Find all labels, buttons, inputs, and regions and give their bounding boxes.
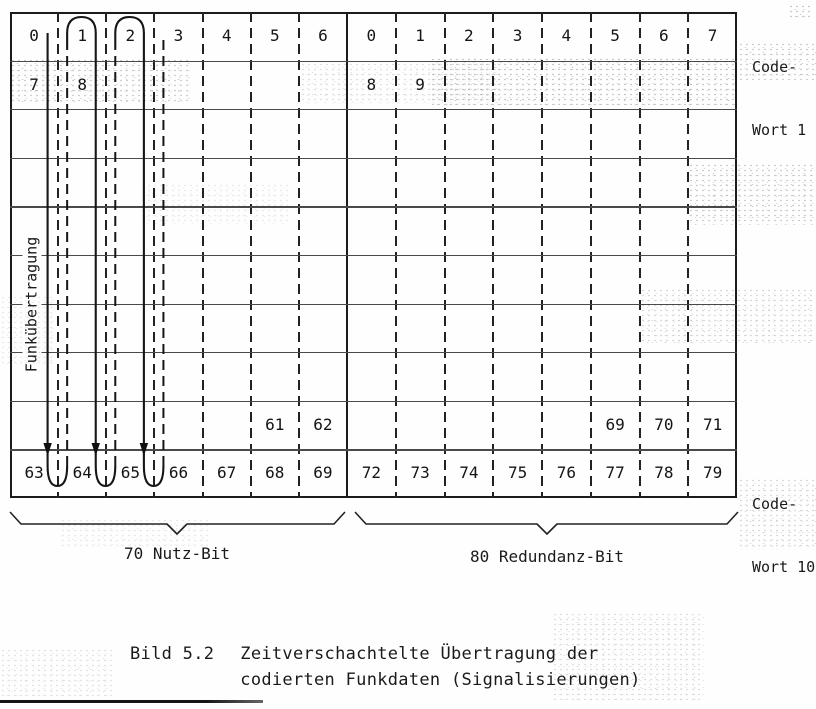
row-line bbox=[10, 400, 737, 403]
flow-down-stroke bbox=[94, 33, 117, 488]
transmission-direction-label: Funkübertragung bbox=[22, 229, 42, 380]
bit-cell: 77 bbox=[605, 463, 625, 483]
nutz-bit-label: 70 Nutz-Bit bbox=[124, 544, 230, 563]
bit-cell: 8 bbox=[366, 74, 377, 94]
bit-cell: 65 bbox=[120, 463, 140, 483]
flow-down-stroke bbox=[46, 33, 69, 488]
figure-caption-line1: Zeitverschachtelte Übertragung der bbox=[240, 644, 599, 664]
bit-cell: 1 bbox=[77, 26, 88, 45]
bit-cell: 2 bbox=[464, 26, 474, 45]
bit-cell: 75 bbox=[507, 463, 528, 483]
row-line bbox=[10, 109, 737, 111]
code-word-1-label: Code- Wort 1 bbox=[752, 15, 806, 183]
row-line bbox=[10, 303, 737, 305]
bit-cell: 68 bbox=[265, 463, 285, 483]
bit-cell: 3 bbox=[512, 26, 523, 45]
bit-cell: 7 bbox=[707, 26, 718, 45]
figure-caption-line2: codierten Funkdaten (Signalisierungen) bbox=[240, 670, 641, 690]
bit-cell: 5 bbox=[610, 26, 620, 45]
bit-cell: 69 bbox=[605, 414, 625, 434]
bit-cell: 7 bbox=[29, 74, 39, 94]
bit-cell: 6 bbox=[318, 26, 328, 45]
bit-cell: 76 bbox=[556, 463, 576, 483]
code-word-10-line1: Code- bbox=[752, 495, 798, 513]
flow-arrowhead bbox=[91, 443, 100, 456]
row-line bbox=[10, 206, 737, 208]
row-line bbox=[10, 255, 737, 257]
figure-caption: Bild 5.2 Zeitverschachtelte Übertragung … bbox=[130, 641, 641, 693]
bit-cell: 6 bbox=[659, 26, 669, 45]
code-word-1-line2: Wort 1 bbox=[752, 121, 807, 139]
row-line bbox=[10, 352, 737, 354]
bit-cell: 61 bbox=[265, 414, 285, 434]
bit-cell: 70 bbox=[654, 414, 674, 434]
bit-cell: 0 bbox=[29, 26, 39, 45]
bit-cell: 62 bbox=[313, 414, 333, 434]
row-line bbox=[10, 60, 737, 62]
bit-cell: 72 bbox=[361, 463, 381, 483]
figure-caption-text: Zeitverschachtelte Übertragung der codie… bbox=[240, 641, 640, 693]
left-underbrace bbox=[9, 511, 346, 535]
redundanz-bit-label: 80 Redundanz-Bit bbox=[469, 547, 625, 566]
bit-cell: 73 bbox=[410, 463, 430, 483]
bit-cell: 71 bbox=[702, 414, 723, 434]
page-bottom-rule bbox=[0, 700, 263, 704]
flow-arrowhead bbox=[139, 443, 149, 456]
bit-cell: 3 bbox=[173, 26, 184, 45]
bit-cell: 67 bbox=[217, 463, 237, 483]
flow-top-loop bbox=[66, 15, 97, 48]
code-word-10-line2: Wort 10 bbox=[752, 558, 816, 576]
bit-cell: 79 bbox=[702, 463, 723, 483]
bit-cell: 5 bbox=[269, 26, 280, 45]
bit-cell: 66 bbox=[168, 463, 189, 483]
bit-cell: 2 bbox=[125, 26, 136, 45]
bit-cell: 63 bbox=[24, 463, 44, 483]
right-underbrace bbox=[354, 511, 739, 535]
figure-caption-number: Bild 5.2 bbox=[130, 644, 215, 664]
bit-cell: 69 bbox=[313, 463, 333, 483]
bit-cell: 4 bbox=[561, 26, 572, 45]
bit-cell: 4 bbox=[221, 26, 232, 45]
bit-cell: 8 bbox=[77, 74, 88, 94]
flow-arrowhead bbox=[43, 443, 52, 456]
row-line bbox=[10, 157, 737, 160]
bit-cell: 9 bbox=[415, 74, 425, 94]
bit-cell: 74 bbox=[459, 463, 479, 483]
flow-down-stroke bbox=[142, 33, 165, 488]
bit-cell: 1 bbox=[415, 26, 425, 45]
flow-top-loop bbox=[114, 15, 145, 48]
row-line bbox=[10, 449, 737, 451]
bit-cell: 0 bbox=[366, 26, 377, 45]
bit-cell: 78 bbox=[654, 463, 674, 483]
bit-cell: 64 bbox=[72, 463, 92, 483]
code-word-1-line1: Code- bbox=[752, 58, 798, 76]
code-word-10-label: Code- Wort 10 bbox=[752, 452, 815, 620]
